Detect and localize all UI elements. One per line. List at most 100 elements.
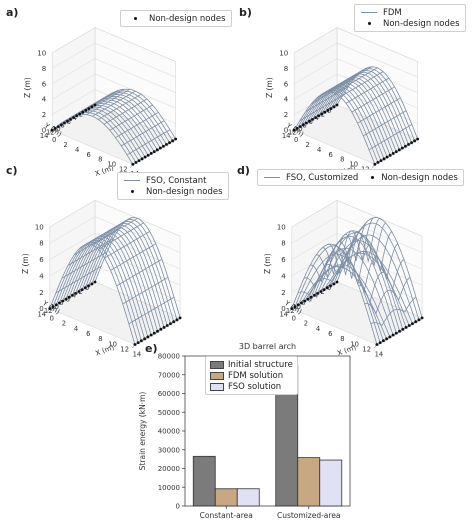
legend-item-fso: FSO solution [210, 381, 293, 392]
z-tick-label: 10 [35, 223, 44, 231]
non-design-node [332, 105, 336, 109]
chart-title: 3D barrel arch [239, 342, 296, 351]
non-design-node [388, 153, 392, 157]
legend-swatch [210, 371, 224, 380]
non-design-node [335, 103, 339, 107]
gridline [291, 232, 423, 270]
panel-label: d) [237, 164, 250, 177]
non-design-node [84, 109, 88, 112]
y-tick-label: 14 [37, 311, 46, 319]
mesh-longitudinal-line [103, 98, 148, 125]
panel-label: c) [6, 164, 18, 177]
bar [319, 459, 343, 507]
mesh-longitudinal-line [126, 129, 171, 156]
z-tick-label: 0 [281, 305, 285, 313]
y-tick-label: 14 [40, 132, 49, 140]
z-axis-label: Z (m) [263, 253, 272, 274]
legend: FSO, Customized Non-design nodes [257, 169, 464, 186]
non-design-node [385, 337, 388, 341]
non-design-node [77, 290, 81, 293]
gridline [52, 73, 176, 109]
legend: FSO, Constant Non-design nodes [117, 172, 229, 200]
x-tick-label: 2 [64, 141, 68, 149]
non-design-node [391, 152, 395, 155]
z-axis-label: Z (m) [265, 77, 274, 98]
mesh-longitudinal-line [92, 217, 138, 246]
mesh-longitudinal-line [305, 86, 349, 112]
non-design-node [162, 144, 165, 148]
z-tick-label: 0 [39, 305, 43, 313]
non-design-node [381, 339, 385, 343]
non-design-node [379, 159, 383, 163]
non-design-node [306, 297, 310, 301]
mesh-surface [291, 217, 423, 345]
non-design-node [373, 162, 377, 166]
non-design-node [174, 137, 178, 141]
non-design-node [301, 123, 305, 127]
non-design-node [382, 157, 386, 161]
non-design-node [378, 341, 382, 345]
non-design-node [410, 141, 413, 145]
mesh-longitudinal-line [86, 89, 130, 115]
non-design-node [319, 290, 323, 293]
non-design-node [51, 305, 55, 309]
y-tick-label: 80000 [158, 353, 180, 361]
non-design-node [56, 125, 60, 128]
gridline [52, 58, 176, 93]
x-tick-label: 8 [98, 335, 102, 343]
mesh-longitudinal-line [351, 86, 395, 113]
non-design-node [375, 343, 379, 346]
gridline [294, 42, 418, 78]
x-tick-label: 2 [306, 141, 310, 149]
y-tick-label: 50000 [158, 409, 180, 417]
z-tick-label: 8 [39, 240, 43, 248]
y-tick-label: 40000 [158, 428, 180, 436]
mesh-longitudinal-line [364, 276, 411, 315]
x-tick-label: 0 [52, 136, 56, 144]
x-tick-label: 4 [316, 325, 320, 333]
bar [297, 457, 321, 507]
mesh-longitudinal-line [316, 72, 361, 98]
x-tick-label: 4 [74, 325, 78, 333]
non-design-node [159, 327, 163, 331]
non-design-node [93, 280, 97, 284]
non-design-node [87, 107, 91, 110]
non-design-node [80, 288, 84, 291]
non-design-node [140, 157, 144, 161]
gridline [52, 89, 176, 124]
legend: FDM Non-design nodes [354, 4, 466, 32]
legend-item-mesh: FSO, Customized [263, 172, 358, 183]
mesh-longitudinal-line [116, 258, 163, 287]
non-design-node [312, 293, 316, 297]
mesh-longitudinal-line [328, 217, 374, 274]
mesh-longitudinal-line [299, 95, 343, 121]
legend-item-fdm: FDM solution [210, 370, 293, 381]
z-tick-label: 4 [42, 96, 47, 104]
mesh-longitudinal-line [67, 238, 114, 266]
mesh-surface [49, 217, 181, 345]
x-tick-label: 14 [375, 351, 384, 359]
x-tick-label: 8 [340, 156, 344, 164]
mesh-longitudinal-line [55, 266, 102, 294]
gridline [291, 249, 423, 286]
non-design-node [178, 316, 182, 320]
x-tick-label: 6 [328, 330, 332, 338]
non-design-node [149, 333, 153, 337]
gridline [291, 200, 423, 237]
non-design-node [78, 112, 82, 116]
non-design-node [394, 331, 398, 335]
non-design-node [308, 119, 311, 123]
non-design-node [63, 121, 66, 125]
non-design-node [329, 284, 332, 288]
non-design-node [90, 282, 94, 286]
legend-item-mesh: FSO, Constant [123, 175, 223, 186]
z-tick-label: 0 [284, 127, 288, 135]
x-tick-label: 4 [317, 146, 321, 154]
non-design-node [329, 107, 333, 110]
mesh-longitudinal-line [109, 104, 153, 131]
z-tick-label: 2 [42, 111, 46, 119]
x-tick-label: 10 [350, 340, 359, 348]
non-design-node [171, 139, 174, 143]
non-design-node [322, 288, 326, 291]
